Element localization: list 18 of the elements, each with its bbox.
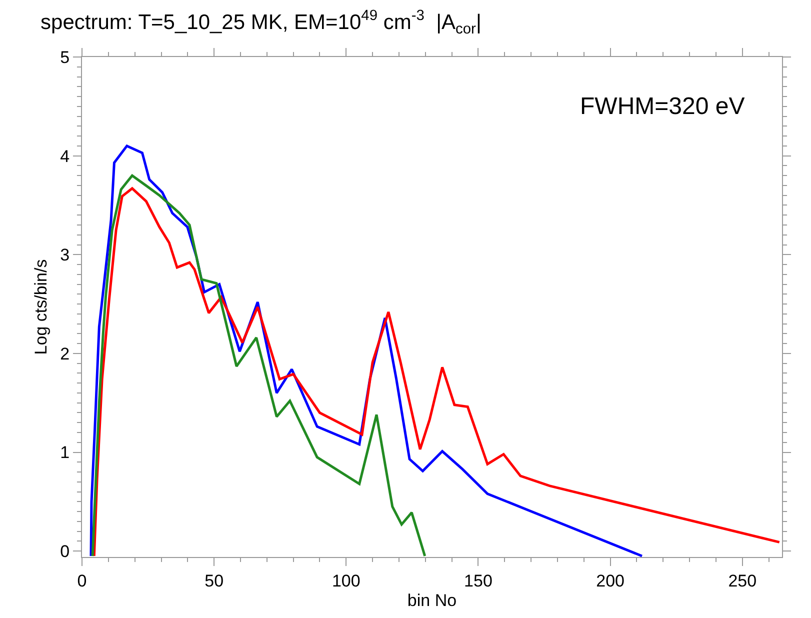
annotation: FWHM=320 eV <box>580 93 745 120</box>
x-tick-label: 50 <box>204 571 224 590</box>
y-tick-label: 0 <box>60 542 70 562</box>
x-tick-label: 200 <box>596 571 624 590</box>
x-tick-label: 250 <box>728 571 757 590</box>
y-tick-label: 1 <box>60 443 70 462</box>
chart-title: spectrum: T=5_10_25 MK, EM=10$^{49}$ cm$^{-3}$ |A$_{cor}$| <box>40 8 482 38</box>
line-series <box>91 174 426 557</box>
x-tick-label: 100 <box>332 571 360 590</box>
y-tick-label: 4 <box>60 146 70 166</box>
y-tick-label: 2 <box>60 344 70 364</box>
y-axis-title: Log cts/bin/s <box>32 259 51 355</box>
line-series <box>92 187 781 557</box>
y-tick-label: 5 <box>60 48 70 67</box>
y-tick-label: 3 <box>60 246 70 265</box>
x-tick-label: 150 <box>464 571 492 590</box>
x-tick-label: 0 <box>77 571 87 590</box>
x-axis-title: bin No <box>407 590 457 610</box>
